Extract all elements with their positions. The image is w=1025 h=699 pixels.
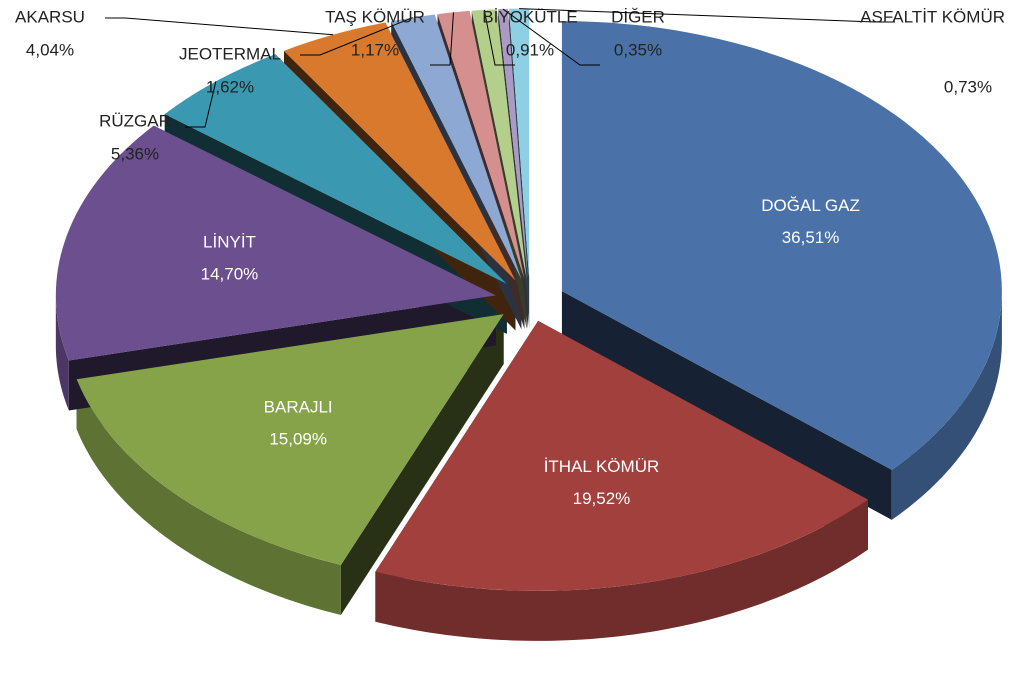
slice-side <box>76 379 341 615</box>
slice-value: 14,70% <box>201 265 259 284</box>
slice-side <box>340 314 504 615</box>
slice <box>471 9 527 279</box>
slice <box>164 54 507 284</box>
slice <box>375 320 868 591</box>
slice-label: TAŞ KÖMÜR <box>325 7 425 26</box>
slice <box>283 22 516 281</box>
slice-side <box>891 292 1002 520</box>
leader-line <box>105 17 334 36</box>
slice-value: 0,35% <box>614 40 662 59</box>
leader-line <box>519 8 895 23</box>
slice-label: JEOTERMAL <box>179 44 281 63</box>
leader-line <box>185 81 217 128</box>
slice-label: DOĞAL GAZ <box>761 196 860 215</box>
slice-side <box>55 295 69 411</box>
slice-label: BARAJLI <box>264 398 333 417</box>
slice-label: BİYOKÜTLE <box>482 7 577 26</box>
slice-value: 15,09% <box>269 430 327 449</box>
slice-label: RÜZGAR <box>99 111 171 130</box>
slice-label: DİĞER <box>611 7 665 26</box>
slice-value: 1,62% <box>206 77 254 96</box>
leader-line <box>483 9 515 66</box>
slice <box>509 8 530 279</box>
slice-value: 5,36% <box>111 144 159 163</box>
slice-label: İTHAL KÖMÜR <box>544 457 660 476</box>
slice-label: ASFALTİT KÖMÜR <box>860 7 1005 26</box>
leader-line <box>300 17 413 56</box>
slice-value: 1,17% <box>351 40 399 59</box>
slice <box>498 8 529 279</box>
leader-line <box>430 12 454 66</box>
slice-label: AKARSU <box>15 7 85 26</box>
slice-value: 4,04% <box>26 40 74 59</box>
slice-value: 0,73% <box>944 77 992 96</box>
slice-side <box>561 291 892 520</box>
slice <box>391 14 522 280</box>
leader-line <box>502 8 600 66</box>
slice-value: 19,52% <box>573 489 631 508</box>
slice <box>55 125 496 361</box>
slice <box>437 10 525 279</box>
slice <box>561 21 1002 470</box>
slice <box>76 314 504 565</box>
slice-value: 0,91% <box>506 40 554 59</box>
slice-side <box>375 499 868 641</box>
slice-value: 36,51% <box>782 228 840 247</box>
slice-label: LİNYİT <box>203 233 256 252</box>
